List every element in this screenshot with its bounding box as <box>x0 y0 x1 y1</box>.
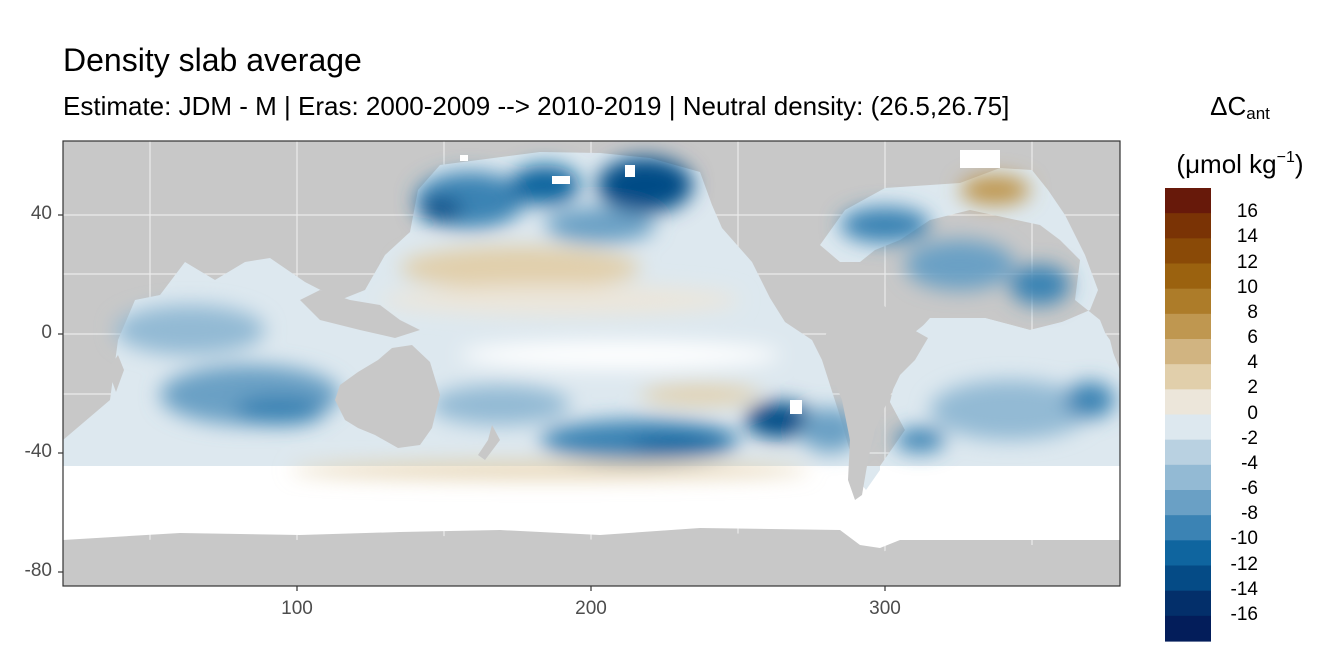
legend-swatch <box>1165 213 1211 239</box>
south-america <box>822 298 928 500</box>
legend-unit: (μmol kg−1) <box>1150 136 1330 186</box>
patch-gulf-of-alaska <box>597 157 693 213</box>
legend-swatch <box>1165 389 1211 416</box>
patch-south-atlantic-east <box>1065 382 1115 418</box>
patch-north-pacific-west-core <box>418 198 462 222</box>
speck <box>460 155 468 161</box>
no-data-specks <box>460 150 1000 414</box>
legend-unit-prefix: (μmol kg <box>1176 149 1277 179</box>
map-panel <box>63 141 1120 586</box>
patch-south-pacific-core <box>630 435 730 455</box>
speck <box>625 165 635 177</box>
legend-swatch <box>1165 339 1211 365</box>
patch-north-atlantic-west <box>840 207 930 243</box>
legend-swatch <box>1165 515 1211 541</box>
y-tick-label: -80 <box>24 560 52 581</box>
chart-subtitle: Estimate: JDM - M | Eras: 2000-2009 --> … <box>63 91 1010 121</box>
patch-south-pacific-east-ring <box>800 408 860 452</box>
patch-southern-rim-brown <box>290 462 810 478</box>
legend-label: -16 <box>1230 603 1258 625</box>
legend-label: 10 <box>1236 276 1258 298</box>
patch-north-atlantic-subpolar <box>960 175 1030 205</box>
legend-swatch <box>1165 439 1211 466</box>
legend-label: 12 <box>1236 251 1258 273</box>
legend-label: -14 <box>1230 578 1258 600</box>
patch-subtropical-pacific-brown <box>400 246 640 290</box>
legend-swatch <box>1165 464 1211 491</box>
patch-north-atlantic-central <box>905 240 1015 290</box>
speck <box>552 176 570 184</box>
legend-swatch <box>1165 414 1211 441</box>
x-tick-label: 300 <box>869 598 901 619</box>
legend-swatch <box>1165 364 1211 390</box>
speck <box>790 400 802 414</box>
legend-label: -10 <box>1230 528 1258 550</box>
legend-subscript: ant <box>1246 104 1270 123</box>
delta-cant-field <box>115 157 1115 478</box>
legend-unit-suffix: ) <box>1294 149 1304 179</box>
legend-swatch <box>1165 188 1211 214</box>
patch-south-atlantic-west <box>895 428 945 452</box>
y-tick-label: 40 <box>30 203 52 224</box>
patch-north-atlantic-east <box>1010 265 1070 305</box>
patch-east-pacific-brown <box>640 385 760 405</box>
legend-label: -4 <box>1241 452 1258 474</box>
speck <box>960 150 1000 168</box>
antarctica <box>63 533 1120 586</box>
legend-swatch <box>1165 540 1211 567</box>
patch-south-pacific-west <box>430 385 570 425</box>
legend-label: -12 <box>1230 553 1258 575</box>
legend-swatch <box>1165 590 1211 617</box>
legend-symbol: ΔC <box>1210 91 1247 121</box>
legend-swatch <box>1165 313 1211 340</box>
patch-subtropical-pacific-white <box>380 285 740 315</box>
legend-label: -2 <box>1241 427 1258 449</box>
legend-label: 6 <box>1247 327 1258 348</box>
legend-swatch <box>1165 615 1211 642</box>
legend-label: 4 <box>1247 352 1258 374</box>
legend-swatch <box>1165 263 1211 290</box>
x-tick-label: 100 <box>281 598 313 619</box>
patch-north-pacific-central <box>545 207 655 243</box>
patch-equatorial-band <box>460 341 780 369</box>
legend-label: 14 <box>1236 226 1258 248</box>
patch-indian-ocean-north <box>115 305 265 355</box>
maritime-continent <box>300 290 420 338</box>
patch-south-atlantic <box>930 380 1090 440</box>
axis-ticks <box>58 214 886 591</box>
legend-label: 0 <box>1247 402 1258 424</box>
y-tick-label: 0 <box>41 322 52 343</box>
legend-swatch <box>1165 238 1211 265</box>
new-zealand <box>478 425 500 460</box>
legend-variable: ΔCant <box>1150 84 1330 136</box>
y-tick-label: -40 <box>24 441 52 462</box>
legend-label: 8 <box>1247 301 1258 323</box>
legend-label: -8 <box>1241 503 1258 525</box>
land-masses <box>63 290 1120 586</box>
legend-label: -6 <box>1241 478 1258 499</box>
legend-swatch <box>1165 288 1211 315</box>
legend-swatch <box>1165 565 1211 592</box>
australia <box>335 345 440 448</box>
legend-title: ΔCant (μmol kg−1) <box>1150 84 1330 186</box>
chart-title: Density slab average <box>63 42 362 78</box>
patch-indian-ocean-core <box>235 395 325 425</box>
legend-label: 2 <box>1247 377 1258 399</box>
legend-colorbar <box>1165 188 1211 642</box>
madagascar <box>108 355 124 392</box>
legend-swatch <box>1165 490 1211 516</box>
legend-label: 16 <box>1236 201 1258 223</box>
legend-unit-power: −1 <box>1276 149 1295 166</box>
x-tick-label: 200 <box>575 598 607 619</box>
patch-kuroshio <box>510 165 580 205</box>
